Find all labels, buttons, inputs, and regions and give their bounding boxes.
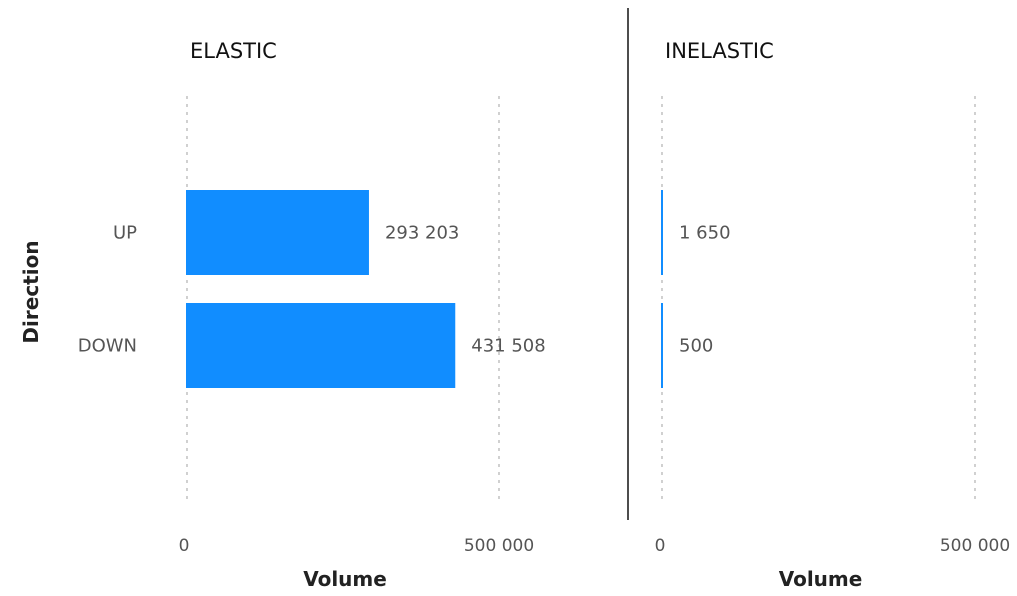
x-tick-label: 500 000 <box>940 536 1010 556</box>
bar-up <box>661 190 663 275</box>
x-tick-label: 500 000 <box>464 536 534 556</box>
panel-elastic: ELASTIC 0 500 000 293 203 431 508 Volume <box>179 39 546 591</box>
bar-down <box>661 303 663 388</box>
data-label-down: 431 508 <box>471 336 545 357</box>
data-label-down: 500 <box>679 336 713 357</box>
x-tick-label: 0 <box>179 536 190 556</box>
data-label-up: 1 650 <box>679 223 731 244</box>
category-label-down: DOWN <box>78 336 137 357</box>
bar-up <box>186 190 369 275</box>
x-axis-title: Volume <box>779 567 863 591</box>
panel-title: INELASTIC <box>665 39 774 63</box>
panel-inelastic: INELASTIC 0 500 000 1 650 500 Volume <box>655 39 1011 591</box>
y-axis-title: Direction <box>19 240 43 343</box>
x-axis-title: Volume <box>303 567 387 591</box>
panel-title: ELASTIC <box>190 39 277 63</box>
data-label-up: 293 203 <box>385 223 459 244</box>
x-tick-label: 0 <box>655 536 666 556</box>
bar-down <box>186 303 456 388</box>
category-label-up: UP <box>113 223 137 244</box>
